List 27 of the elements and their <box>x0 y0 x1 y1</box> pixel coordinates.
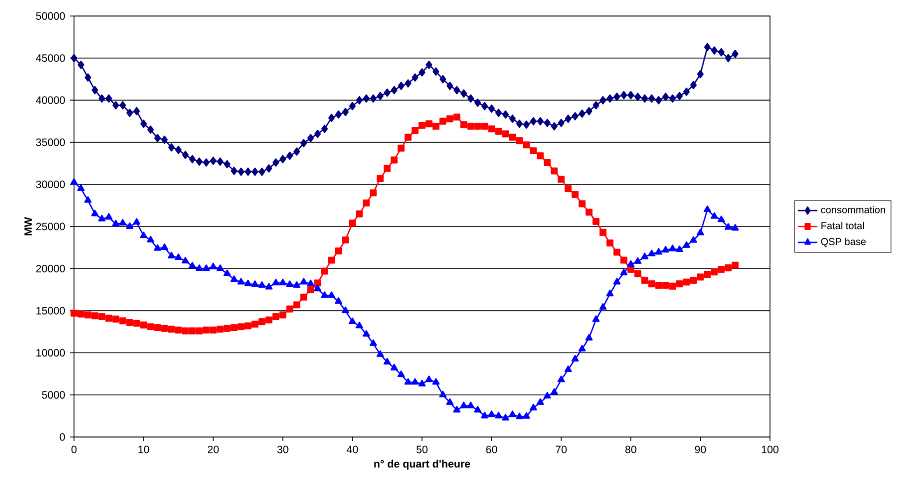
x-tick-label: 30 <box>277 446 288 454</box>
x-tick-label: 90 <box>694 446 706 454</box>
legend-label: consommation <box>821 206 886 214</box>
y-tick-label: 50000 <box>36 12 65 20</box>
x-tick-label: 50 <box>416 446 428 454</box>
x-tick-label: 100 <box>762 446 778 454</box>
y-tick-label: 10000 <box>36 349 65 357</box>
y-tick-label: 35000 <box>36 138 65 146</box>
y-tick-label: 20000 <box>36 264 65 272</box>
y-tick-label: 15000 <box>36 306 65 314</box>
y-tick-label: 30000 <box>36 180 65 188</box>
y-tick-label: 40000 <box>36 96 65 104</box>
x-tick-label: 60 <box>486 446 498 454</box>
y-tick-label: 0 <box>60 433 65 441</box>
y-tick-label: 5000 <box>42 391 65 399</box>
x-tick-label: 20 <box>208 446 219 454</box>
x-axis-title: n° de quart d'heure <box>374 460 470 470</box>
y-tick-label: 45000 <box>36 54 65 62</box>
x-tick-label: 40 <box>346 446 358 454</box>
x-tick-label: 80 <box>625 446 636 454</box>
x-tick-label: 0 <box>71 446 77 454</box>
x-tick-label: 70 <box>556 446 567 454</box>
y-tick-label: 25000 <box>36 222 65 230</box>
y-axis-title: MW <box>24 217 32 236</box>
legend-label: Fatal total <box>821 222 864 230</box>
legend-label: QSP base <box>821 238 866 247</box>
x-tick-label: 10 <box>138 446 150 454</box>
